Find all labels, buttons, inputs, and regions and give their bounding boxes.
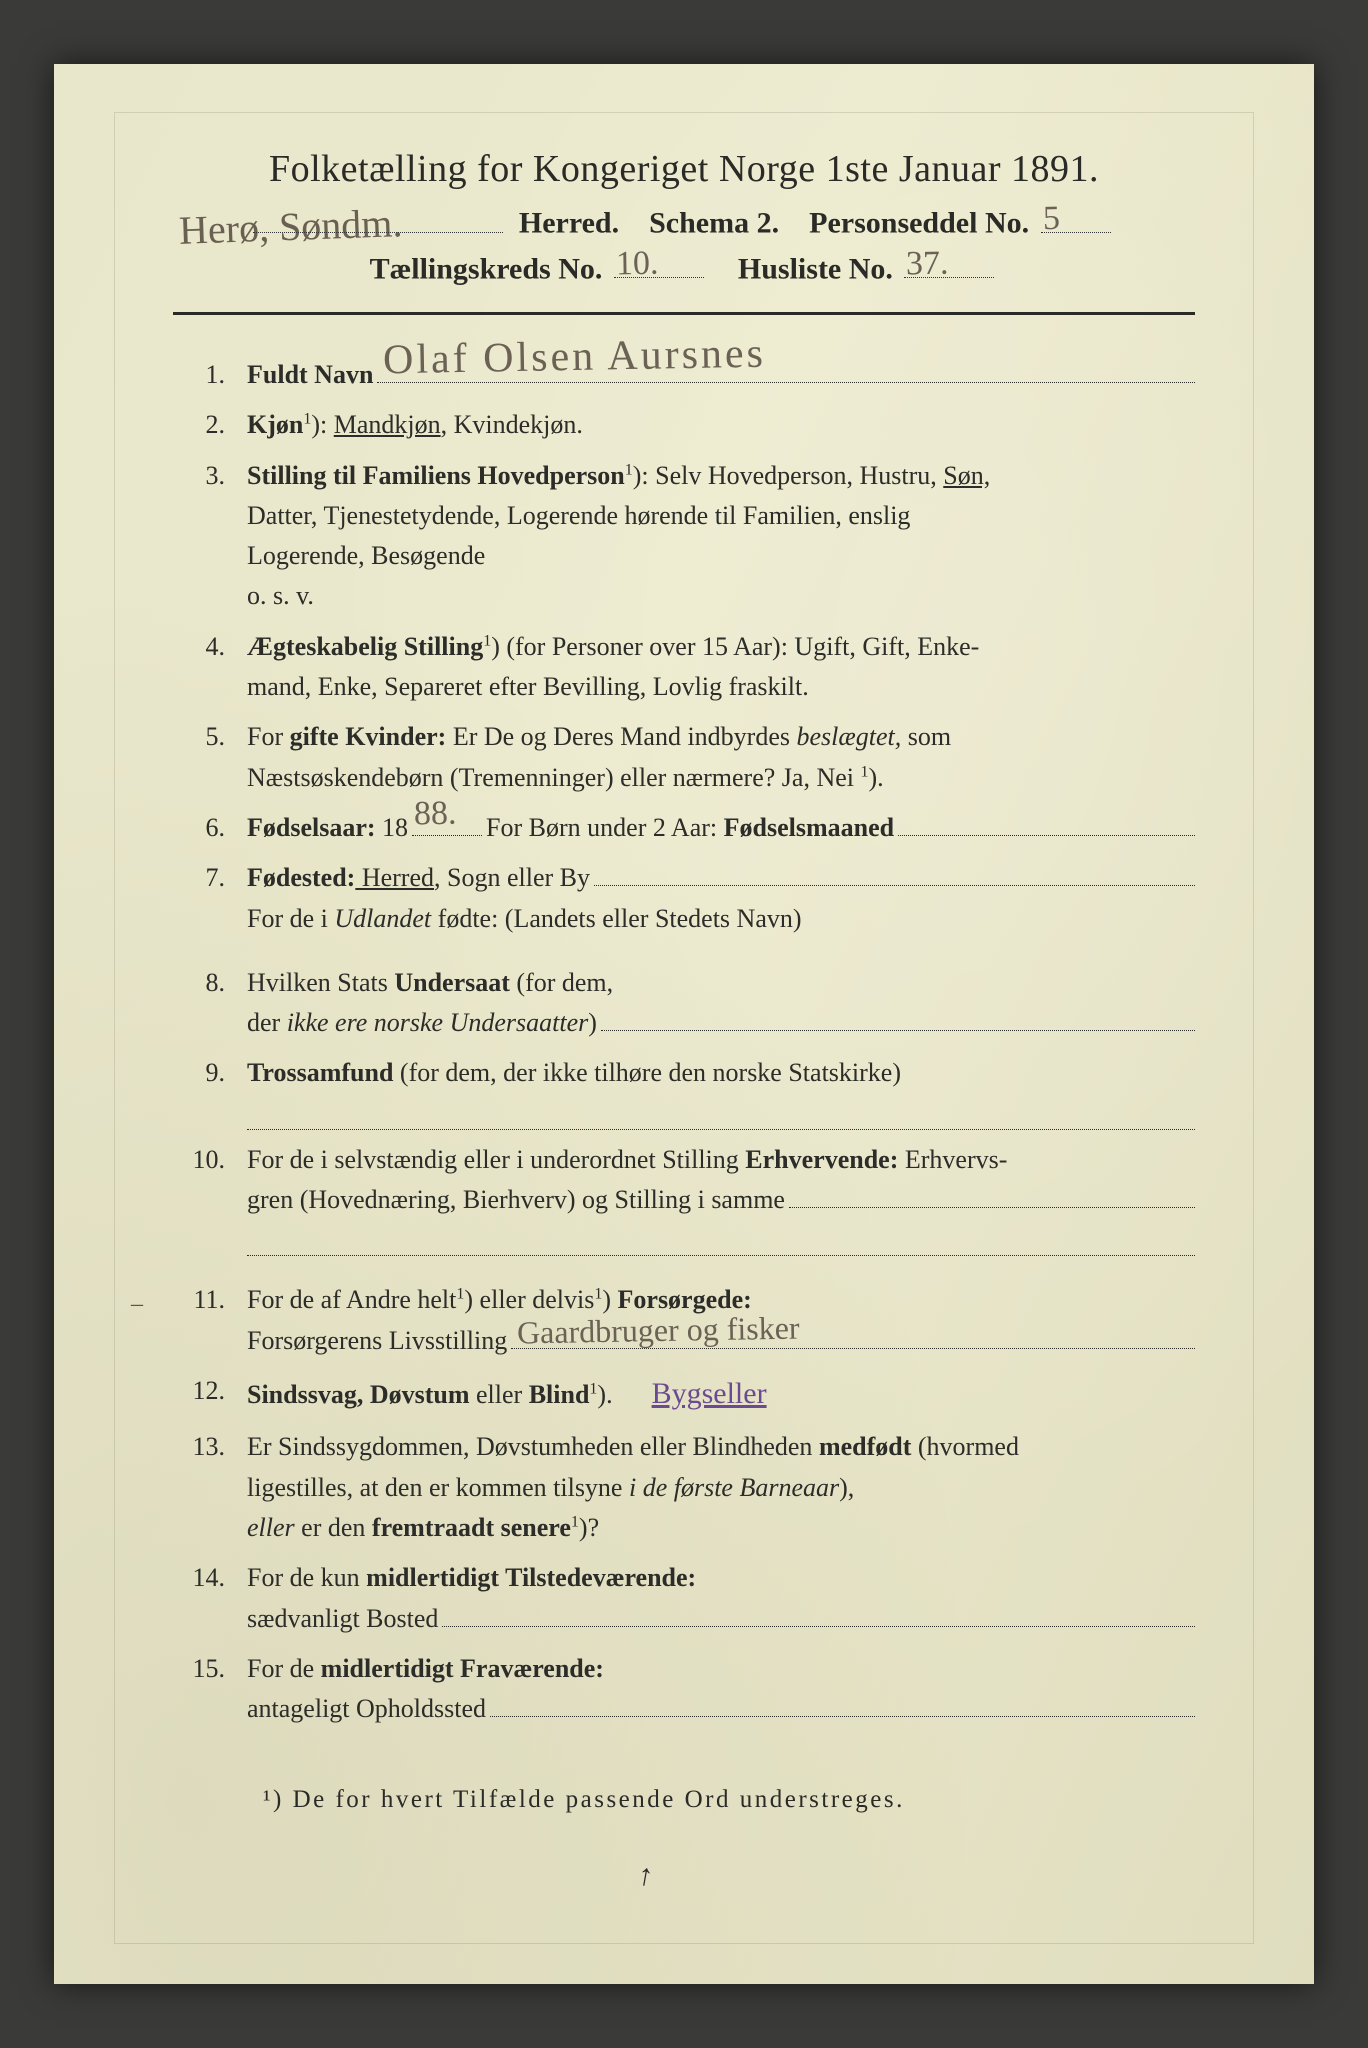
item-4-line2: mand, Enke, Separeret efter Bevilling, L… (247, 672, 809, 701)
item-1: 1. Fuldt Navn Olaf Olsen Aursnes (173, 355, 1195, 395)
item-2-num: 2. (173, 405, 247, 445)
item-10-num: 10. (173, 1140, 247, 1257)
item-15-line2: antageligt Opholdssted (247, 1689, 486, 1729)
item-8: 8. Hvilken Stats Undersaat (for dem, der… (173, 963, 1195, 1044)
item-12-num: 12. (173, 1371, 247, 1418)
item-5-label: gifte Kvinder: (290, 722, 447, 751)
item-4-label: Ægteskabelig Stilling (247, 632, 483, 661)
item-11-num: 11. (173, 1280, 247, 1361)
item-7-label: Fødested: (247, 863, 355, 892)
item-1-value: Olaf Olsen Aursnes (383, 322, 767, 394)
item-5: 5. For gifte Kvinder: Er De og Deres Man… (173, 717, 1195, 798)
margin-mark-icon: – (131, 1286, 143, 1323)
item-10-line2: gren (Hovednæring, Bierhverv) og Stillin… (247, 1180, 785, 1220)
item-2-opt2: Kvindekjøn. (454, 410, 583, 439)
item-2-label: Kjøn (247, 410, 303, 439)
item-11-line2: Forsørgerens Livsstilling (247, 1321, 507, 1361)
item-7-herred: Herred (355, 863, 434, 892)
item-12: 12. Sindssvag, Døvstum eller Blind1). By… (173, 1371, 1195, 1418)
header-rule (173, 312, 1195, 315)
item-12-label: Sindssvag, Døvstum (247, 1380, 470, 1409)
item-14: 14. For de kun midlertidigt Tilstedevære… (173, 1558, 1195, 1639)
stray-mark-icon: ↑ (636, 1858, 657, 1894)
hl-no-value: 37. (906, 245, 949, 284)
item-3-line3: Logerende, Besøgende (247, 541, 485, 570)
item-1-label: Fuldt Navn (247, 360, 373, 389)
item-3-num: 3. (173, 456, 247, 617)
herred-label: Herred. (519, 207, 619, 240)
taellingskreds-label: Tællingskreds No. (370, 252, 603, 285)
item-12-value: Bygseller (652, 1371, 767, 1418)
item-15-label: midlertidigt Fraværende: (321, 1654, 604, 1683)
header-line-3: Tællingskreds No. 10. Husliste No. 37. (173, 247, 1195, 287)
item-9-label: Trossamfund (247, 1058, 393, 1087)
item-3: 3. Stilling til Familiens Hovedperson1):… (173, 456, 1195, 617)
document-page: Folketælling for Kongeriget Norge 1ste J… (54, 64, 1314, 1984)
item-6-label: Fødselsaar: (247, 813, 376, 842)
item-15-num: 15. (173, 1649, 247, 1730)
item-6: 6. Fødselsaar: 18 88. For Børn under 2 A… (173, 808, 1195, 848)
item-8-num: 8. (173, 963, 247, 1044)
header-block: Folketælling for Kongeriget Norge 1ste J… (173, 147, 1195, 315)
item-6-label2: Fødselsmaaned (724, 813, 894, 842)
item-5-line2: Næstsøskendebørn (Tremenninger) eller næ… (247, 763, 861, 792)
item-1-num: 1. (173, 355, 247, 395)
personseddel-label: Personseddel No. (809, 207, 1029, 240)
item-8-label: Undersaat (394, 968, 510, 997)
item-3-line4: o. s. v. (247, 581, 314, 610)
person-no-value: 5 (1042, 199, 1060, 237)
footnote: ¹) De for hvert Tilfælde passende Ord un… (173, 1786, 1195, 1814)
item-14-label: midlertidigt Tilstedeværende: (366, 1563, 696, 1592)
header-line-2: Herred. Schema 2. Personseddel No. 5 (173, 201, 1195, 241)
item-9-num: 9. (173, 1053, 247, 1129)
item-4: 4. Ægteskabelig Stilling1) (for Personer… (173, 627, 1195, 708)
item-7-num: 7. (173, 858, 247, 939)
item-14-num: 14. (173, 1558, 247, 1639)
item-10: 10. For de i selvstændig eller i underor… (173, 1140, 1195, 1257)
item-11: – 11. For de af Andre helt1) eller delvi… (173, 1280, 1195, 1361)
form-items: 1. Fuldt Navn Olaf Olsen Aursnes 2. Kjøn… (173, 355, 1195, 1730)
item-10-label: Erhvervende: (745, 1145, 898, 1174)
content-frame: Folketælling for Kongeriget Norge 1ste J… (114, 112, 1254, 1944)
schema-label: Schema 2. (649, 207, 779, 240)
item-14-line2: sædvanligt Bosted (247, 1599, 438, 1639)
item-15: 15. For de midlertidigt Fraværende: anta… (173, 1649, 1195, 1730)
item-3-label: Stilling til Familiens Hovedperson (247, 461, 625, 490)
husliste-label: Husliste No. (738, 252, 893, 285)
item-6-year: 88. (414, 788, 457, 841)
item-2-opt1: Mandkjøn (334, 410, 441, 439)
item-5-num: 5. (173, 717, 247, 798)
item-2: 2. Kjøn1): Mandkjøn, Kvindekjøn. (173, 405, 1195, 445)
item-3-son: Søn, (943, 461, 990, 490)
item-7: 7. Fødested: Herred, Sogn eller By For d… (173, 858, 1195, 939)
item-11-value: Gaardbruger og fisker (517, 1304, 800, 1359)
item-13: 13. Er Sindssygdommen, Døvstumheden elle… (173, 1427, 1195, 1548)
item-13-num: 13. (173, 1427, 247, 1548)
item-6-num: 6. (173, 808, 247, 848)
item-9: 9. Trossamfund (for dem, der ikke tilhør… (173, 1053, 1195, 1129)
item-3-line2: Datter, Tjenestetydende, Logerende høren… (247, 501, 910, 530)
main-title: Folketælling for Kongeriget Norge 1ste J… (173, 147, 1195, 191)
tk-no-value: 10. (616, 245, 659, 284)
item-4-num: 4. (173, 627, 247, 708)
